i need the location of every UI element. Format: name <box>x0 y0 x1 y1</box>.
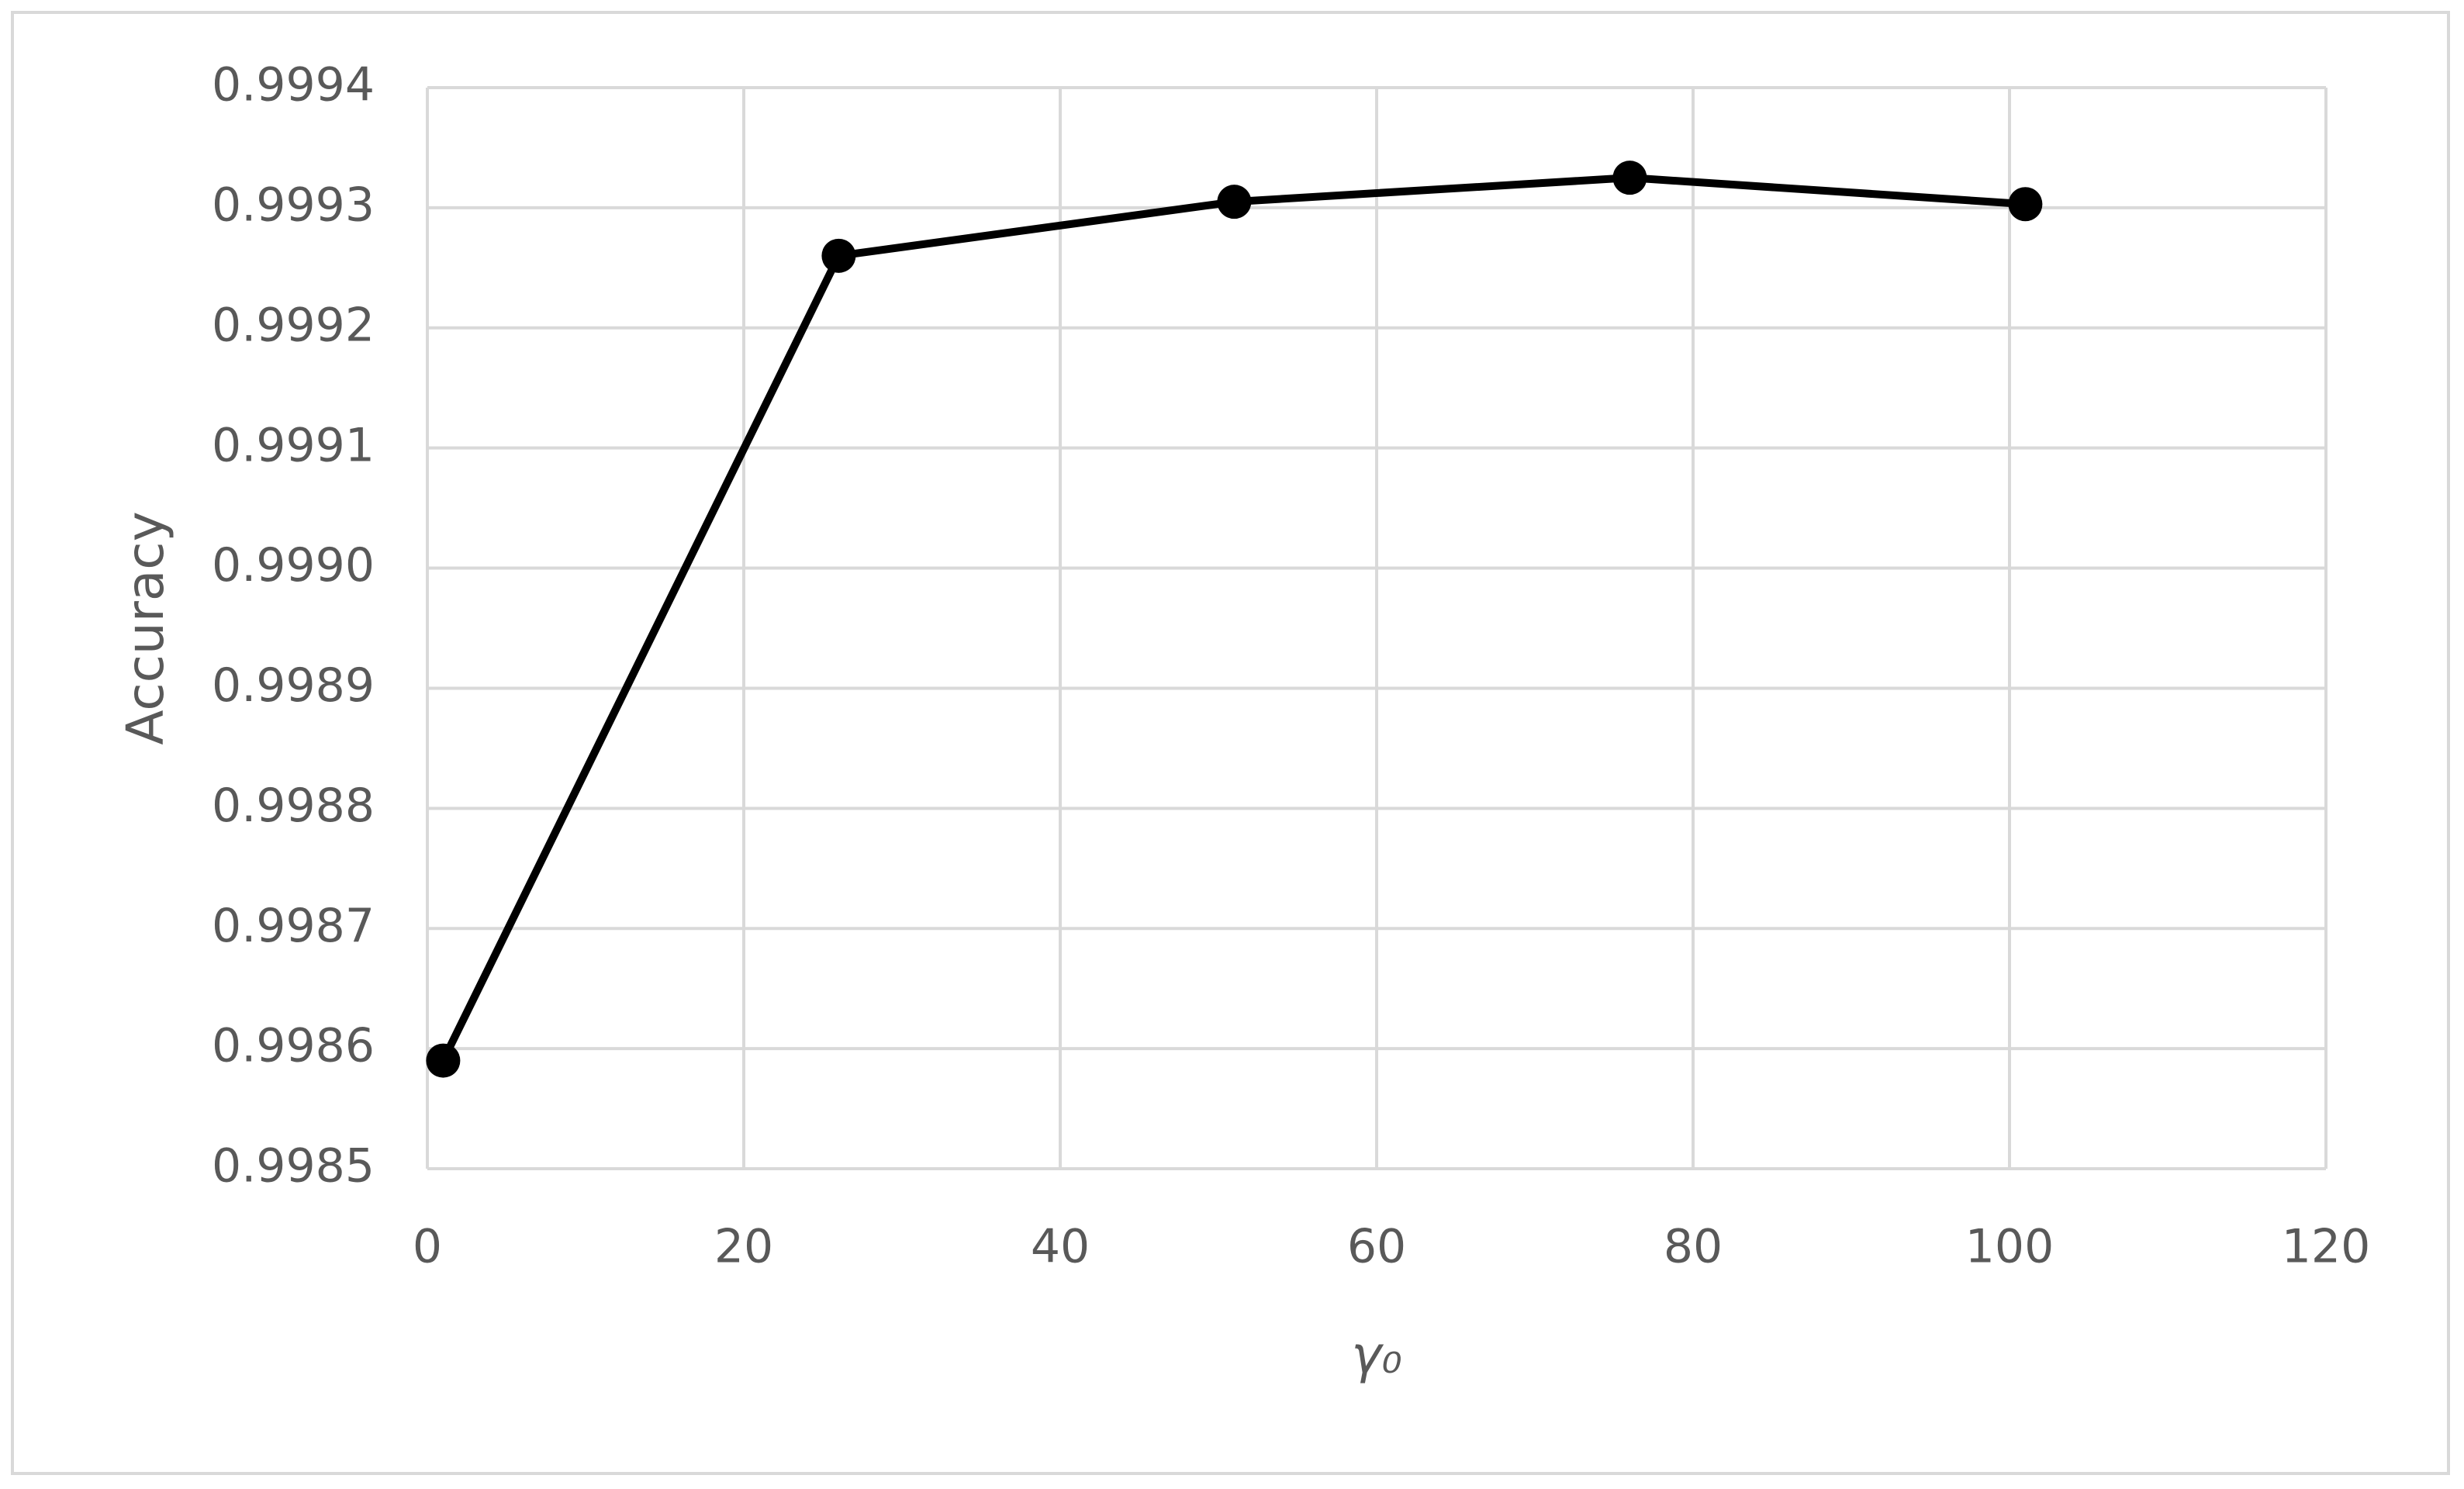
x-axis-title: γ₀ <box>1351 1325 1402 1385</box>
y-tick-label: 0.9989 <box>212 658 375 713</box>
y-tick-label: 0.9992 <box>212 298 375 352</box>
data-point <box>821 238 856 273</box>
x-tick-label: 20 <box>714 1220 773 1274</box>
data-point <box>1612 161 1647 195</box>
x-tick-label: 60 <box>1347 1220 1406 1274</box>
x-tick-label: 80 <box>1664 1220 1723 1274</box>
y-tick-label: 0.9991 <box>212 418 375 472</box>
x-tick-label: 40 <box>1031 1220 1090 1274</box>
y-axis-title: Accuracy <box>116 511 175 744</box>
x-tick-label: 120 <box>2282 1220 2371 1274</box>
data-point <box>2008 187 2043 222</box>
x-tick-label: 0 <box>413 1220 442 1274</box>
data-point <box>1217 185 1252 219</box>
y-tick-label: 0.9993 <box>212 178 375 232</box>
y-tick-label: 0.9985 <box>212 1139 375 1194</box>
data-point <box>426 1043 461 1078</box>
y-tick-label: 0.9986 <box>212 1019 375 1073</box>
chart-border <box>11 11 2450 1475</box>
y-tick-label: 0.9988 <box>212 779 375 833</box>
y-tick-label: 0.9987 <box>212 899 375 953</box>
y-tick-label: 0.9990 <box>212 538 375 592</box>
y-tick-label: 0.9994 <box>212 58 375 112</box>
x-tick-label: 100 <box>1965 1220 2054 1274</box>
